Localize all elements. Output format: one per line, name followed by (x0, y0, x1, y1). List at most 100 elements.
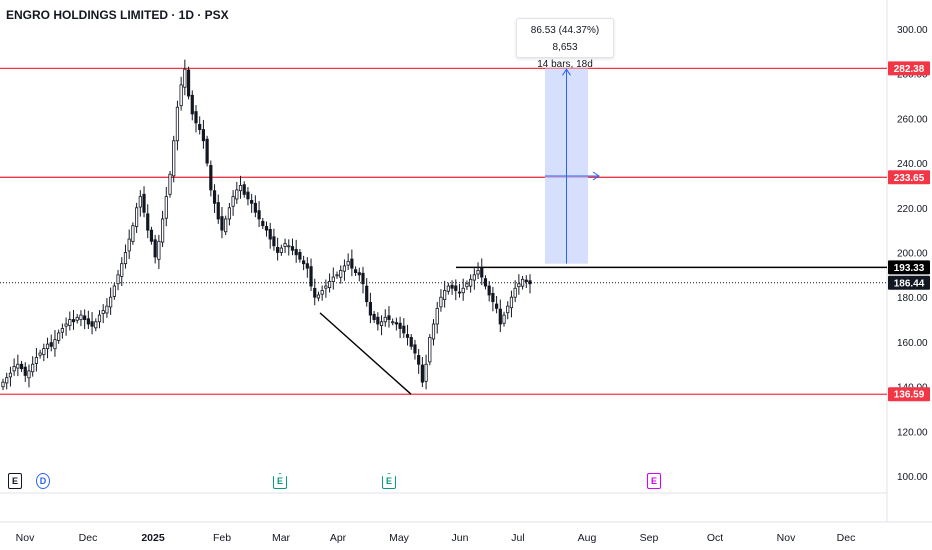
event-marker-g[interactable]: E (382, 473, 396, 489)
candle-body (250, 200, 254, 204)
candle-body (361, 272, 365, 285)
candle-body (209, 165, 213, 191)
candle-body (179, 84, 183, 107)
candle-body (324, 285, 328, 289)
candle-body (127, 238, 131, 252)
measure-duration: 14 bars, 18d (537, 59, 593, 70)
candle-body (264, 226, 269, 231)
price-tag (888, 275, 930, 290)
candle-body (520, 278, 525, 287)
candle-body (487, 285, 491, 296)
event-marker-g[interactable]: E (273, 473, 287, 489)
candle-body (517, 283, 521, 288)
candle-body (431, 323, 436, 340)
time-tick-label: Apr (330, 532, 347, 544)
candle-body (435, 307, 439, 325)
candle-body (105, 305, 109, 314)
price-tag (888, 61, 930, 76)
time-tick-label: Sep (640, 532, 659, 544)
time-tick-label: Feb (213, 532, 231, 544)
price-tag (888, 387, 930, 402)
candle-body (149, 229, 154, 242)
price-tag (888, 260, 930, 275)
candle-body (116, 274, 120, 285)
measure-tooltip: 86.53 (44.37%) 8,653 14 bars, 18d (516, 18, 614, 70)
candle-body (313, 287, 317, 298)
candle-body (298, 251, 302, 260)
candle-body (276, 246, 280, 253)
price-tick-label: 100.00 (897, 472, 928, 483)
candle-body (60, 328, 64, 333)
candle-body (212, 190, 217, 204)
candle-body (246, 191, 250, 200)
candle-body (279, 247, 283, 253)
candle-body (175, 106, 180, 142)
candle-body (8, 372, 13, 378)
candle-body (528, 280, 532, 285)
candle-body (294, 249, 298, 256)
candle-body (49, 342, 53, 347)
candle-body (216, 202, 220, 220)
candle-body (220, 216, 224, 231)
candle-body (335, 274, 339, 277)
candle-body (101, 310, 105, 314)
time-tick-label: Oct (707, 532, 723, 544)
candle-body (146, 213, 150, 231)
candle-body (83, 315, 87, 320)
candle-body (398, 322, 402, 329)
candle-body (120, 263, 124, 277)
candle-body (79, 314, 83, 321)
time-tick-label: Nov (777, 532, 796, 544)
time-tick-label: 2025 (141, 532, 165, 544)
candle-body (383, 316, 387, 323)
candle-body (353, 269, 358, 274)
candle-body (272, 236, 276, 247)
candle-body (71, 319, 76, 323)
candle-body (387, 315, 391, 320)
candle-body (405, 334, 410, 338)
candle-body (302, 260, 306, 265)
candle-body (253, 202, 257, 213)
candle-body (379, 321, 384, 326)
candle-body (320, 290, 324, 295)
candle-body (224, 218, 228, 233)
candle-body (53, 339, 57, 350)
price-tick-label: 160.00 (897, 338, 928, 349)
candle-body (316, 294, 321, 299)
event-marker-d[interactable]: D (36, 473, 50, 489)
time-tick-label: Mar (272, 532, 291, 544)
measure-up-arrow (562, 68, 571, 76)
price-tag-label: 136.59 (894, 390, 925, 401)
candle-body (31, 363, 35, 373)
candle-body (391, 321, 395, 324)
trendline (319, 312, 412, 395)
price-tick-label: 300.00 (897, 25, 928, 36)
candle-body (494, 303, 499, 309)
candle-body (86, 318, 90, 325)
candle-body (357, 272, 361, 276)
time-tick-label: Jun (452, 532, 469, 544)
candle-body (34, 357, 39, 364)
candle-body (350, 258, 354, 269)
candle-body (42, 348, 46, 356)
candle-body (57, 332, 61, 341)
candle-body (123, 252, 128, 265)
measure-change: 86.53 (44.37%) 8,653 (530, 25, 600, 53)
candle-body (469, 278, 473, 287)
price-tick-label: 200.00 (897, 249, 928, 260)
event-marker-m[interactable]: E (647, 473, 661, 489)
candle-body (424, 363, 428, 382)
candle-body (376, 316, 380, 325)
price-tick-label: 220.00 (897, 204, 928, 215)
candle-body (90, 321, 94, 327)
candle-body (417, 355, 421, 365)
candle-body (454, 285, 458, 291)
candle-body (160, 218, 165, 243)
candle-body (190, 94, 194, 115)
candle-body (365, 285, 369, 303)
time-tick-label: Aug (578, 532, 597, 544)
price-tick-label: 120.00 (897, 427, 928, 438)
candle-body (68, 319, 72, 326)
event-marker-e[interactable]: E (8, 473, 22, 489)
